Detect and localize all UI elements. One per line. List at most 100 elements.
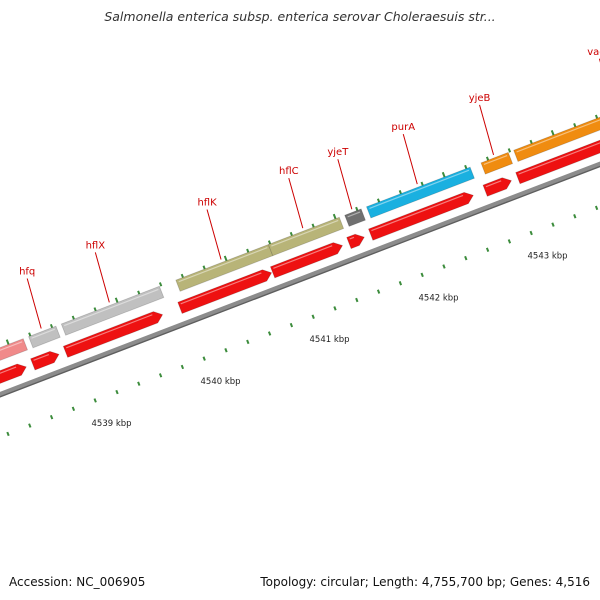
gene-feature[interactable] bbox=[513, 73, 600, 163]
cds-arrow[interactable] bbox=[0, 363, 27, 385]
outer-tick bbox=[594, 114, 599, 120]
outer-tick bbox=[420, 181, 424, 187]
scale-tick bbox=[6, 431, 10, 437]
scale-tick bbox=[311, 314, 315, 319]
scale-label: 4539 kbp bbox=[92, 419, 132, 429]
scale-tick bbox=[529, 230, 533, 236]
scale-tick bbox=[93, 398, 97, 403]
scale-tick bbox=[137, 381, 141, 386]
gene-label[interactable]: vacB bbox=[587, 47, 600, 58]
scale-tick bbox=[224, 347, 228, 353]
outer-tick bbox=[529, 139, 533, 145]
gene-label[interactable]: hflK bbox=[197, 197, 217, 208]
scale-label: 4542 kbp bbox=[419, 293, 459, 303]
scale-tick bbox=[49, 414, 54, 420]
cds-arrow[interactable] bbox=[346, 233, 365, 250]
scale-tick bbox=[289, 322, 294, 328]
genome-summary-text: Topology: circular; Length: 4,755,700 bp… bbox=[260, 575, 590, 589]
scale-tick bbox=[267, 331, 272, 336]
scale-tick bbox=[28, 423, 32, 428]
gene-feature-highlight bbox=[31, 328, 56, 339]
gene-feature-highlight bbox=[369, 169, 470, 209]
scale-tick bbox=[485, 247, 490, 252]
gene-label[interactable]: hfq bbox=[19, 267, 35, 278]
outer-tick bbox=[202, 265, 206, 270]
gene-feature[interactable] bbox=[480, 151, 514, 175]
cds-arrow[interactable] bbox=[515, 98, 600, 185]
gene-feature-highlight bbox=[64, 288, 159, 327]
gene-label[interactable]: yjeT bbox=[327, 147, 349, 158]
gene-feature[interactable] bbox=[60, 285, 165, 336]
scale-tick bbox=[398, 281, 403, 286]
gene-feature[interactable] bbox=[0, 338, 29, 363]
cds-arrow-highlight bbox=[180, 272, 262, 305]
cds-arrow[interactable] bbox=[62, 311, 164, 358]
gene-label[interactable]: hflX bbox=[86, 240, 106, 251]
gene-feature-highlight bbox=[0, 341, 23, 351]
scale-label: 4541 kbp bbox=[310, 335, 350, 345]
cds-arrow-highlight bbox=[485, 180, 502, 188]
scale-label: 4540 kbp bbox=[201, 377, 241, 387]
outer-tick bbox=[246, 248, 250, 254]
outer-tick bbox=[137, 290, 141, 295]
outer-tick bbox=[267, 240, 272, 245]
backbone-layer bbox=[0, 161, 600, 398]
scale-tick bbox=[180, 364, 185, 370]
gene-label-leader bbox=[479, 104, 495, 155]
map-title: Salmonella enterica subsp. enterica sero… bbox=[104, 9, 496, 24]
outer-tick bbox=[49, 323, 54, 329]
gene-feature[interactable] bbox=[28, 325, 61, 349]
outer-tick bbox=[180, 273, 185, 279]
cds-arrow[interactable] bbox=[367, 191, 474, 241]
cds-arrow[interactable] bbox=[482, 177, 512, 197]
cds-arrow-highlight bbox=[33, 353, 50, 361]
scale-tick bbox=[333, 306, 337, 311]
scale-tick bbox=[551, 222, 555, 227]
scale-tick bbox=[202, 356, 206, 361]
gene-label[interactable]: purA bbox=[391, 122, 415, 133]
outer-tick bbox=[289, 231, 294, 237]
gene-feature[interactable] bbox=[344, 208, 366, 227]
scale-tick bbox=[573, 214, 577, 219]
cds-arrow-highlight bbox=[518, 142, 600, 175]
scale-tick bbox=[158, 373, 163, 378]
cds-arrow[interactable] bbox=[177, 269, 273, 315]
scale-tick bbox=[115, 389, 119, 395]
gene-label[interactable]: yjeB bbox=[469, 93, 491, 104]
outer-tick bbox=[311, 223, 315, 228]
gene-feature[interactable] bbox=[267, 216, 345, 257]
gene-feature[interactable] bbox=[365, 166, 475, 219]
gene-feature-highlight bbox=[483, 154, 508, 165]
outer-tick bbox=[573, 123, 577, 128]
scale-label: 4543 kbp bbox=[528, 251, 568, 261]
cds-arrow-highlight bbox=[273, 245, 333, 269]
gene-label-leader bbox=[288, 177, 304, 229]
gene-label-leader bbox=[94, 252, 110, 303]
gene-label-leader bbox=[206, 209, 222, 260]
gene-feature-highlight bbox=[516, 119, 600, 153]
gene-feature-highlight bbox=[271, 219, 339, 247]
outer-tick bbox=[93, 307, 97, 312]
scale-tick bbox=[594, 205, 599, 211]
cds-arrow-highlight bbox=[349, 236, 355, 240]
accession-text: Accession: NC_006905 bbox=[9, 575, 146, 589]
gene-label[interactable]: hflC bbox=[279, 166, 299, 177]
outer-tick bbox=[28, 332, 32, 337]
scale-tick bbox=[464, 255, 468, 261]
cds-arrow-highlight bbox=[0, 366, 17, 374]
cds-arrow-highlight bbox=[66, 314, 153, 349]
gene-feature-highlight bbox=[178, 247, 268, 283]
scale-tick bbox=[376, 289, 381, 294]
outer-tick bbox=[398, 190, 403, 195]
outer-tick bbox=[376, 198, 381, 203]
outer-tick bbox=[485, 156, 490, 161]
gene-label-leader bbox=[402, 134, 418, 185]
scale-tick bbox=[507, 239, 512, 244]
cds-arrow[interactable] bbox=[269, 242, 344, 279]
label-layer: 4539 kbp 4540 kbp 4541 kbp 4542 kbp 4543 kbp… bbox=[19, 47, 600, 429]
gene-label-leader bbox=[337, 159, 353, 210]
scale-tick bbox=[420, 272, 424, 278]
cds-arrow[interactable] bbox=[30, 350, 60, 371]
outer-tick bbox=[355, 206, 359, 212]
